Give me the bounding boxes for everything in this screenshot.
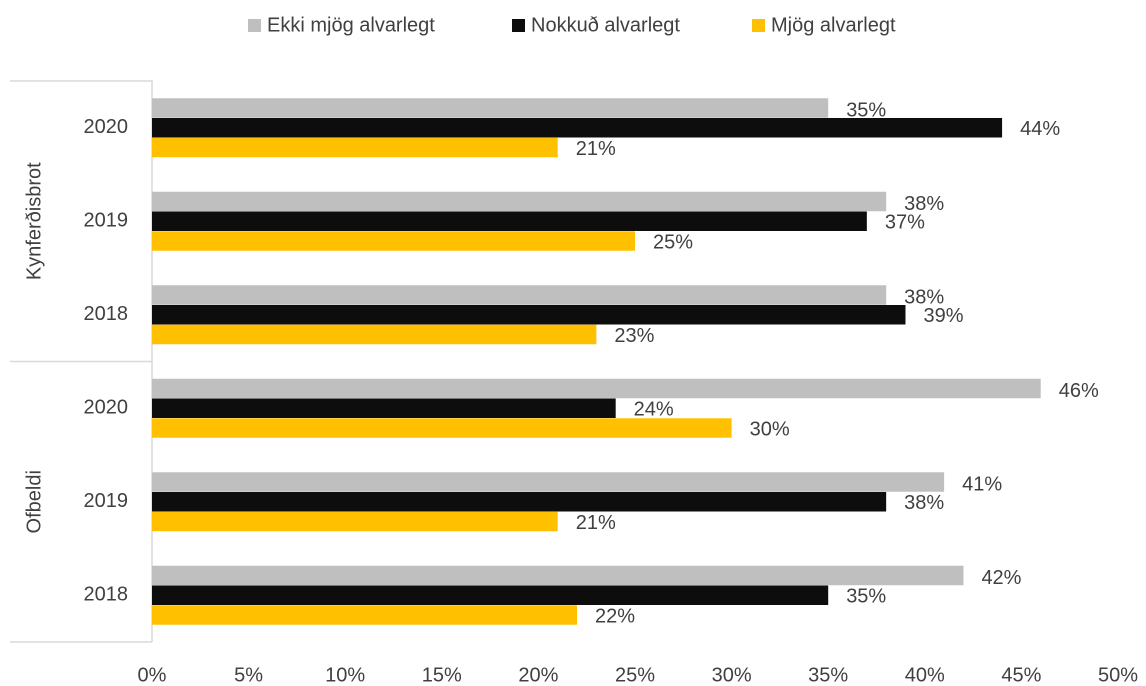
x-tick-label: 20% xyxy=(518,664,558,686)
bar xyxy=(152,378,1041,399)
bar xyxy=(152,565,964,586)
bar xyxy=(152,211,867,231)
bar xyxy=(152,472,945,492)
y-tick-label: 2019 xyxy=(84,490,129,512)
value-label: 25% xyxy=(653,231,693,253)
legend-label: Ekki mjög alvarlegt xyxy=(267,14,435,36)
legend-label: Mjög alvarlegt xyxy=(771,14,896,36)
value-label: 42% xyxy=(981,567,1021,589)
x-tick-label: 35% xyxy=(808,664,848,686)
value-label: 22% xyxy=(595,605,635,627)
x-tick-label: 40% xyxy=(905,664,945,686)
value-label: 38% xyxy=(904,492,944,514)
value-label: 46% xyxy=(1059,380,1099,402)
value-label: 35% xyxy=(846,99,886,121)
value-label: 21% xyxy=(576,512,616,534)
legend-swatch xyxy=(512,19,525,32)
y-tick-label: 2020 xyxy=(84,116,129,138)
bar xyxy=(152,285,887,305)
x-tick-label: 0% xyxy=(138,664,167,686)
value-label: 38% xyxy=(904,193,944,215)
value-label: 23% xyxy=(614,325,654,347)
x-tick-label: 5% xyxy=(234,664,263,686)
value-label: 35% xyxy=(846,586,886,608)
value-label: 39% xyxy=(923,305,963,327)
value-label: 30% xyxy=(750,418,790,440)
y-tick-label: 2019 xyxy=(84,210,129,232)
group-label: Kynferðisbrot xyxy=(23,162,45,280)
bar xyxy=(152,324,597,345)
value-label: 41% xyxy=(962,473,1002,495)
bar xyxy=(152,492,887,512)
x-tick-label: 45% xyxy=(1001,664,1041,686)
bar xyxy=(152,98,829,118)
x-tick-label: 10% xyxy=(325,664,365,686)
value-label: 21% xyxy=(576,138,616,160)
bar xyxy=(152,118,1003,138)
bar xyxy=(152,231,635,251)
x-tick-label: 15% xyxy=(422,664,462,686)
value-label: 37% xyxy=(885,212,925,234)
bar xyxy=(152,605,578,625)
bar xyxy=(152,418,732,438)
bar xyxy=(152,585,829,605)
y-tick-label: 2020 xyxy=(84,397,129,419)
value-label: 24% xyxy=(634,399,674,421)
legend-swatch xyxy=(752,19,765,32)
legend-swatch xyxy=(248,19,261,32)
legend-label: Nokkuð alvarlegt xyxy=(531,14,680,36)
y-tick-label: 2018 xyxy=(84,584,129,606)
x-tick-label: 50% xyxy=(1098,664,1138,686)
bar xyxy=(152,137,558,158)
bar xyxy=(152,305,906,325)
group-label: Ofbeldi xyxy=(23,470,45,533)
value-label: 44% xyxy=(1020,118,1060,140)
value-label: 38% xyxy=(904,286,944,308)
bar xyxy=(152,398,616,418)
x-tick-label: 25% xyxy=(615,664,655,686)
bar xyxy=(152,511,558,532)
x-tick-label: 30% xyxy=(712,664,752,686)
y-tick-label: 2018 xyxy=(84,303,129,325)
bar xyxy=(152,191,887,212)
